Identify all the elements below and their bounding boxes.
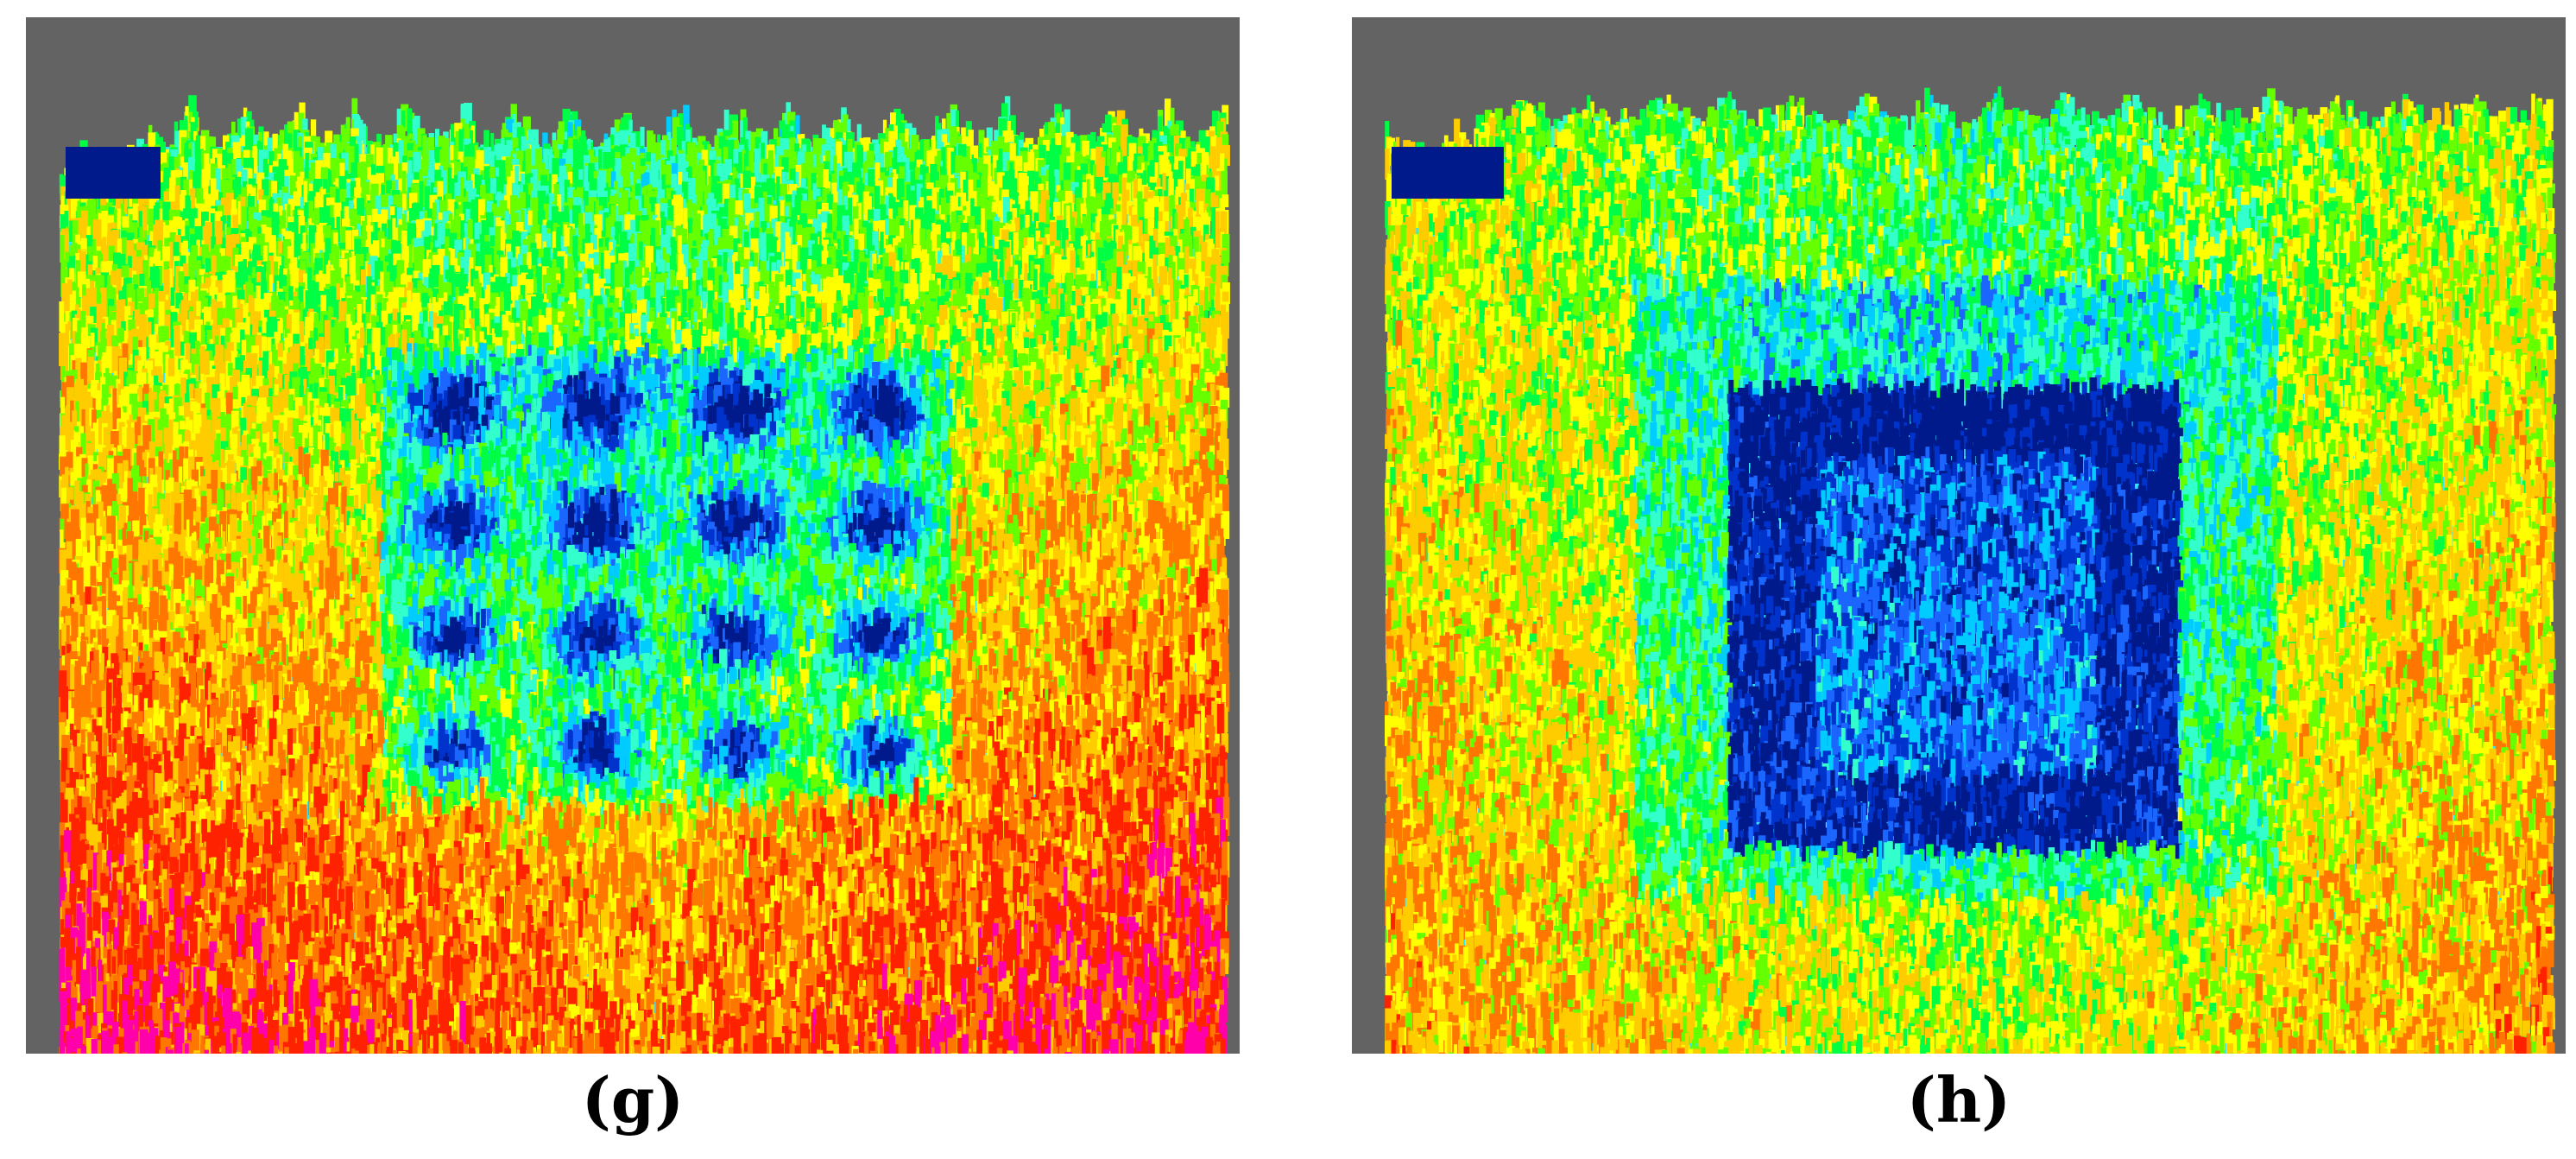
heightmap-image-h	[1352, 17, 2566, 1054]
corner-shadow-h	[1392, 147, 1504, 199]
panel-label-h: (h)	[1829, 1069, 2088, 1131]
corner-shadow-g	[66, 147, 161, 199]
panel-label-g: (g)	[503, 1069, 762, 1131]
heightmap-image-g	[26, 17, 1240, 1054]
heightmap-panel-h	[1352, 17, 2566, 1054]
heightmap-panel-g	[26, 17, 1240, 1054]
